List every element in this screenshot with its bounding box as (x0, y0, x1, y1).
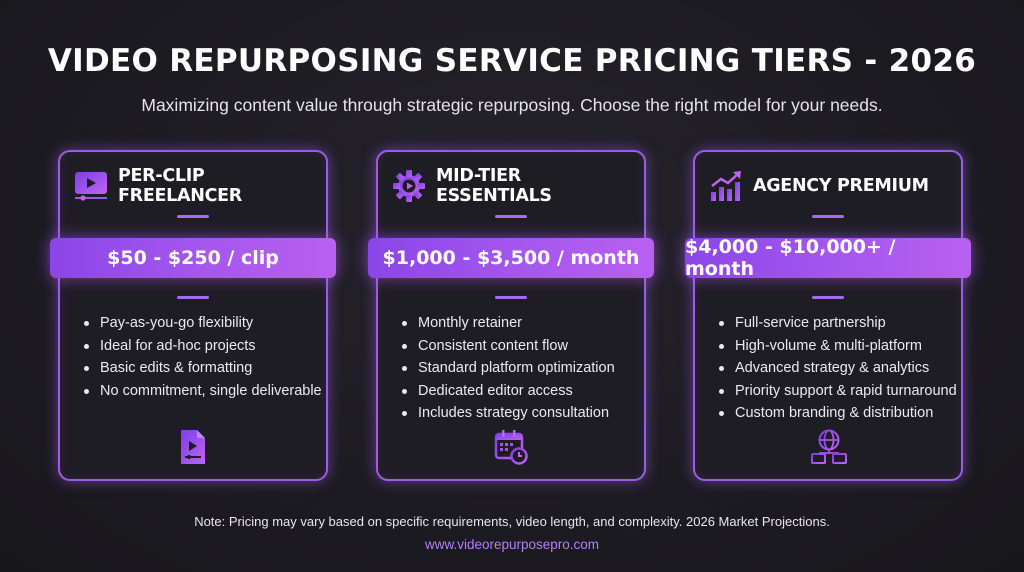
list-item: Pay-as-you-go flexibility (84, 312, 320, 335)
globe-network-icon (811, 429, 847, 465)
tier-name: MID-TIER ESSENTIALS (436, 166, 552, 206)
list-item: Priority support & rapid turnaround (719, 380, 957, 403)
video-file-icon (176, 429, 210, 465)
list-item: Custom branding & distribution (719, 402, 955, 425)
tier-name: AGENCY PREMIUM (753, 176, 929, 196)
list-item: Advanced strategy & analytics (719, 357, 955, 380)
footer-note: Note: Pricing may vary based on specific… (194, 514, 830, 529)
gear-video-icon (392, 169, 426, 203)
tier-header: AGENCY PREMIUM (709, 168, 951, 204)
calendar-clock-icon (494, 429, 528, 465)
divider (177, 215, 209, 218)
list-item: Dedicated editor access (402, 380, 638, 403)
tier-price: $1,000 - $3,500 / month (368, 238, 654, 278)
video-player-icon (74, 169, 108, 203)
tier-header: PER-CLIP FREELANCER (74, 166, 316, 206)
growth-chart-icon (709, 169, 743, 203)
list-item: Consistent content flow (402, 335, 638, 358)
list-item: Ideal for ad-hoc projects (84, 335, 320, 358)
footer-url[interactable]: www.videorepurposepro.com (424, 537, 600, 552)
divider (177, 296, 209, 299)
page-subtitle: Maximizing content value through strateg… (141, 95, 883, 115)
list-item: Full-service partnership (719, 312, 955, 335)
divider (812, 215, 844, 218)
list-item: Monthly retainer (402, 312, 638, 335)
tier-name: PER-CLIP FREELANCER (118, 166, 242, 206)
tier-header: MID-TIER ESSENTIALS (392, 166, 634, 206)
list-item: Basic edits & formatting (84, 357, 320, 380)
list-item: High-volume & multi-platform (719, 335, 955, 358)
tier-card-freelancer: PER-CLIP FREELANCER $50 - $250 / clip Pa… (50, 150, 336, 481)
list-item: Standard platform optimization (402, 357, 638, 380)
list-item: Includes strategy consultation (402, 402, 638, 425)
feature-list: Pay-as-you-go flexibility Ideal for ad-h… (84, 312, 322, 403)
divider (812, 296, 844, 299)
page-title: VIDEO REPURPOSING SERVICE PRICING TIERS … (47, 43, 977, 79)
tier-card-mid-tier: MID-TIER ESSENTIALS $1,000 - $3,500 / mo… (368, 150, 654, 481)
divider (495, 215, 527, 218)
tier-price: $50 - $250 / clip (50, 238, 336, 278)
divider (495, 296, 527, 299)
feature-list: Full-service partnership High-volume & m… (719, 312, 957, 425)
tier-price: $4,000 - $10,000+ / month (685, 236, 971, 280)
list-item: No commitment, single deliverable (84, 380, 322, 403)
feature-list: Monthly retainer Consistent content flow… (402, 312, 638, 425)
tier-card-agency: AGENCY PREMIUM $4,000 - $10,000+ / month… (685, 150, 971, 481)
